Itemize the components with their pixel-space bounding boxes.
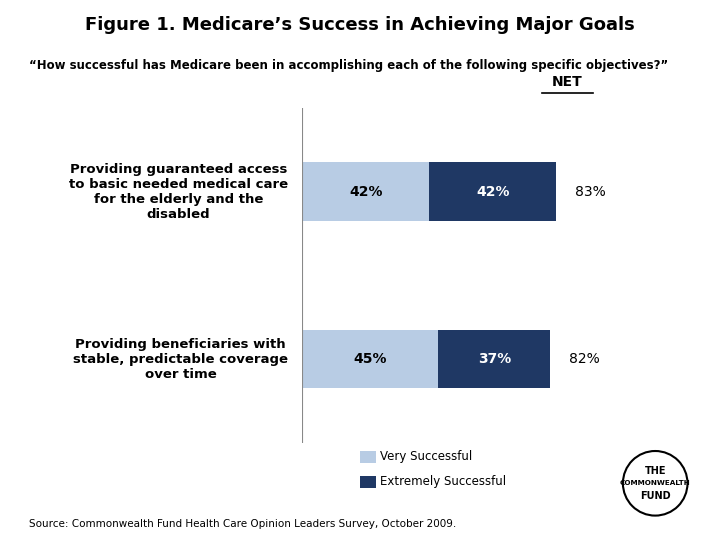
Bar	[438, 330, 550, 388]
Text: Very Successful: Very Successful	[380, 450, 472, 463]
Text: Figure 1. Medicare’s Success in Achieving Major Goals: Figure 1. Medicare’s Success in Achievin…	[85, 16, 635, 34]
Text: 37%: 37%	[478, 352, 511, 366]
Text: 45%: 45%	[354, 352, 387, 366]
Bar	[302, 163, 429, 221]
Text: FUND: FUND	[640, 490, 670, 501]
Text: 82%: 82%	[569, 352, 599, 366]
Text: Providing guaranteed access
to basic needed medical care
for the elderly and the: Providing guaranteed access to basic nee…	[69, 163, 288, 221]
Text: 83%: 83%	[575, 185, 606, 199]
Bar	[429, 163, 557, 221]
Text: NET: NET	[552, 75, 582, 89]
Bar	[302, 330, 438, 388]
Text: 42%: 42%	[349, 185, 382, 199]
Text: Extremely Successful: Extremely Successful	[380, 475, 506, 488]
Text: 42%: 42%	[476, 185, 510, 199]
Text: THE: THE	[644, 466, 666, 476]
Text: “How successful has Medicare been in accomplishing each of the following specifi: “How successful has Medicare been in acc…	[29, 59, 668, 72]
Text: COMMONWEALTH: COMMONWEALTH	[620, 480, 690, 487]
Text: Providing beneficiaries with
stable, predictable coverage
over time: Providing beneficiaries with stable, pre…	[73, 338, 288, 381]
Text: Source: Commonwealth Fund Health Care Opinion Leaders Survey, October 2009.: Source: Commonwealth Fund Health Care Op…	[29, 519, 456, 529]
